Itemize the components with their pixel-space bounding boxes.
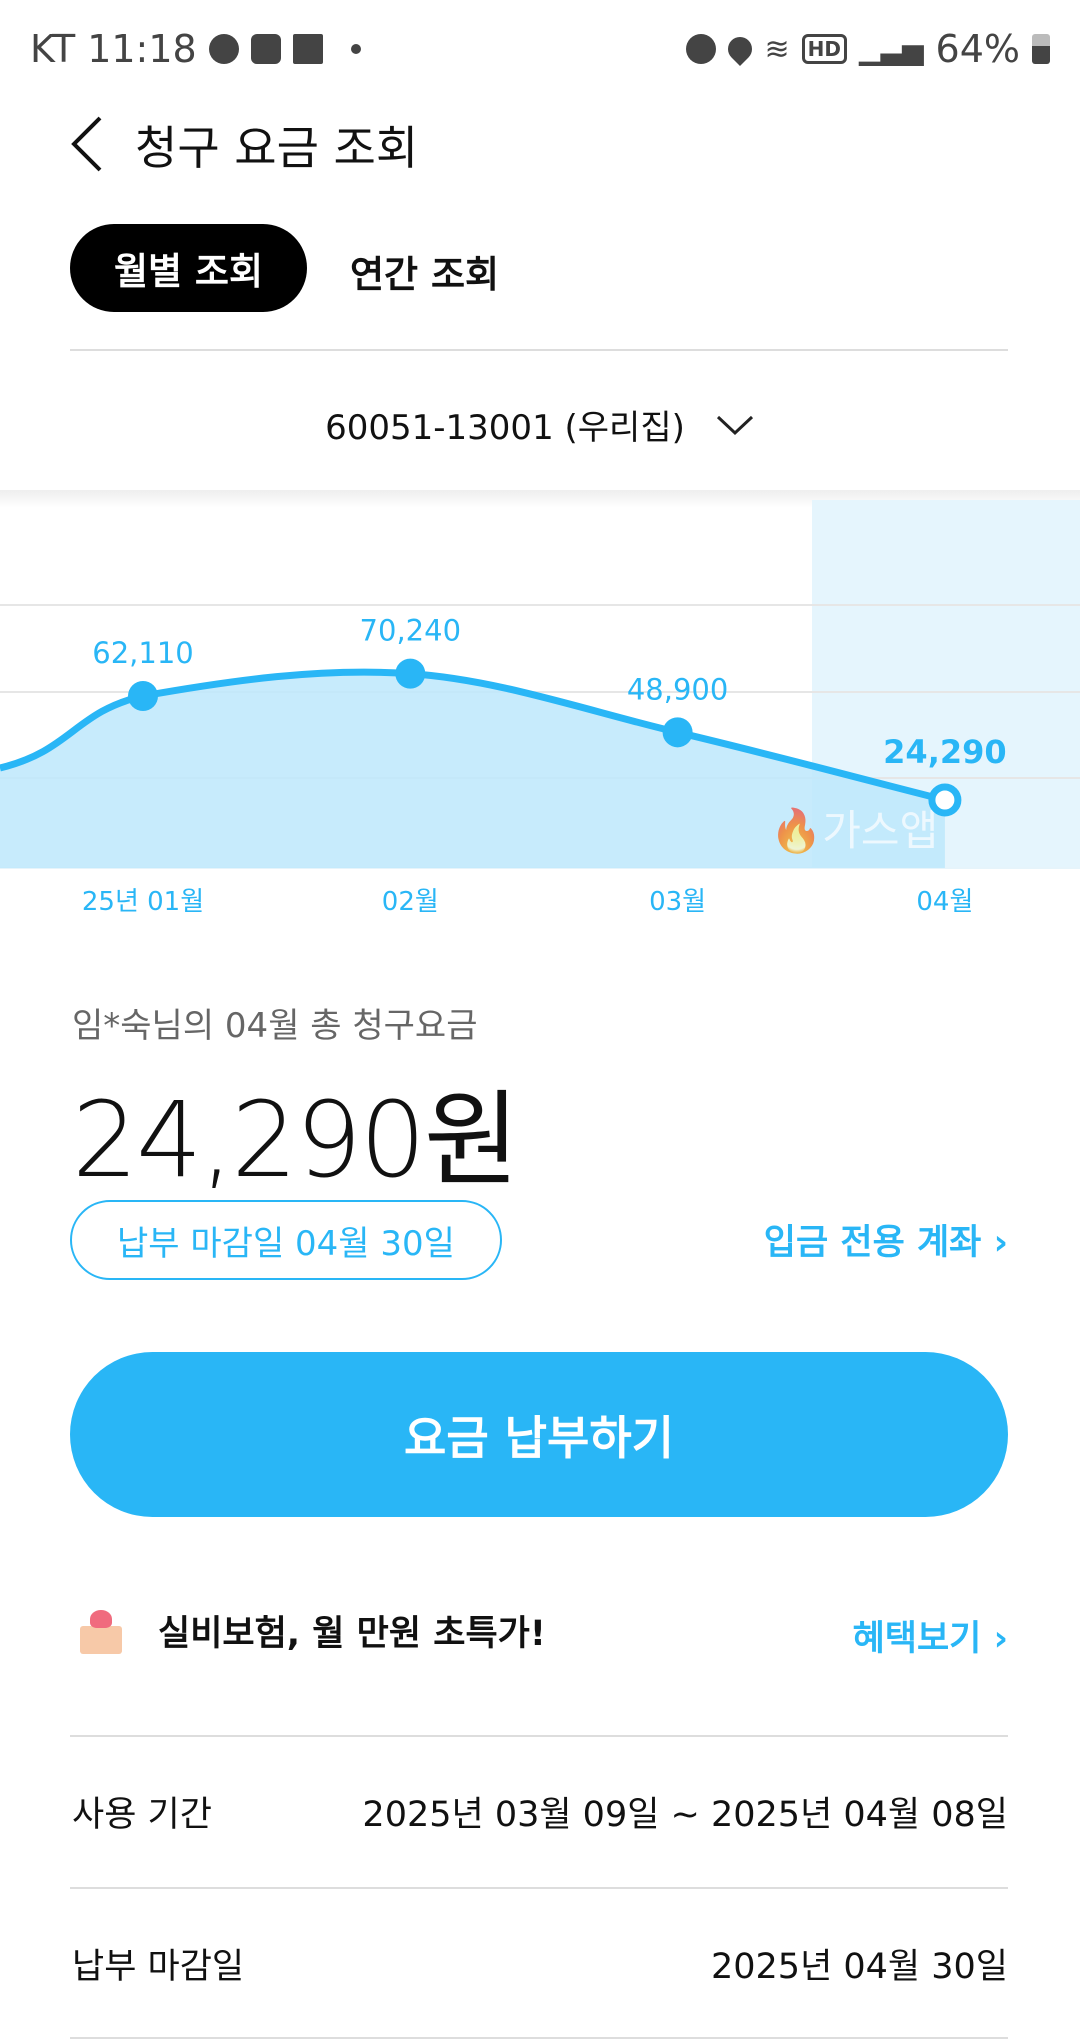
deposit-account-label: 입금 전용 계좌 xyxy=(763,1223,982,1263)
chevron-right-icon: › xyxy=(993,1223,1008,1263)
chevron-left-icon xyxy=(71,116,102,172)
deposit-account-link[interactable]: 입금 전용 계좌 › xyxy=(764,1214,1008,1265)
battery-icon xyxy=(1032,34,1050,64)
detail-value: 2025년 03월 09일 ~ 2025년 04월 08일 xyxy=(362,1795,1008,1835)
divider xyxy=(70,2037,1008,2039)
account-label: 60051-13001 (우리집) xyxy=(325,408,685,448)
bill-chart: 🔥가스앱 62,110 25년 01월 70,240 02월 48,900 03월 24,29… xyxy=(0,500,1080,917)
detail-label: 사용 기간 xyxy=(72,1795,212,1835)
status-bar: KT 11:18 ≋ HD ▁▃▅ 64% xyxy=(0,0,1080,100)
signal-icon: ▁▃▅ xyxy=(858,32,924,66)
bill-label: 임*숙님의 04월 총 청구요금 xyxy=(72,1006,478,1046)
tab-yearly[interactable]: 연간 조회 xyxy=(350,253,500,296)
promo-text: 실비보험, 월 만원 초특가! xyxy=(158,1614,546,1654)
detail-row: 사용 기간 2025년 03월 09일 ~ 2025년 04월 08일 xyxy=(72,1786,1008,1837)
divider xyxy=(70,1735,1008,1737)
pay-button[interactable]: 요금 납부하기 xyxy=(70,1352,1008,1517)
benefit-label: 혜택보기 xyxy=(852,1619,982,1659)
benefit-link[interactable]: 혜택보기 › xyxy=(853,1610,1008,1661)
data-label: 70,240 xyxy=(360,614,461,648)
data-point xyxy=(395,658,426,689)
divider xyxy=(70,1887,1008,1889)
chevron-down-icon xyxy=(716,415,753,435)
data-point xyxy=(928,783,962,817)
data-point xyxy=(662,717,693,748)
tab-monthly[interactable]: 월별 조회 xyxy=(70,224,307,312)
area-fill xyxy=(0,672,945,868)
clock: 11:18 xyxy=(87,27,197,71)
x-tick-label: 03월 xyxy=(649,887,706,917)
detail-value: 2025년 04월 30일 xyxy=(711,1947,1008,1987)
account-selector[interactable]: 60051-13001 (우리집) xyxy=(0,400,1080,449)
detail-label: 납부 마감일 xyxy=(72,1947,245,1987)
carrier: KT xyxy=(30,27,76,71)
grid-icon xyxy=(292,34,323,64)
due-date-badge: 납부 마감일 04월 30일 xyxy=(70,1200,502,1280)
back-button[interactable] xyxy=(66,112,126,176)
data-label: 62,110 xyxy=(92,636,193,670)
chevron-right-icon: › xyxy=(993,1619,1008,1659)
data-label: 48,900 xyxy=(627,672,728,706)
location-icon xyxy=(723,32,758,66)
bill-amount: 24,290원 xyxy=(72,1079,520,1201)
divider xyxy=(70,349,1008,351)
x-tick-label: 04월 xyxy=(916,887,973,917)
watermark: 🔥가스앱 xyxy=(770,806,938,855)
gift-icon xyxy=(78,1608,124,1654)
shadow xyxy=(0,490,1080,508)
wifi-icon: ≋ xyxy=(764,31,790,67)
x-tick-label: 25년 01월 xyxy=(82,887,204,917)
x-tick-label: 02월 xyxy=(382,887,439,917)
gallery-icon xyxy=(250,34,281,64)
dot-icon xyxy=(350,44,361,54)
battery-percent: 64% xyxy=(935,27,1020,71)
promo-banner[interactable]: 실비보험, 월 만원 초특가! xyxy=(78,1605,546,1656)
hd-voice-icon: HD xyxy=(801,34,847,64)
data-label: 24,290 xyxy=(883,733,1006,771)
alarm-icon xyxy=(686,34,717,64)
detail-row: 납부 마감일 2025년 04월 30일 xyxy=(72,1938,1008,1989)
page-title: 청구 요금 조회 xyxy=(135,121,419,175)
messenger-icon xyxy=(208,34,239,64)
data-point xyxy=(128,681,158,711)
